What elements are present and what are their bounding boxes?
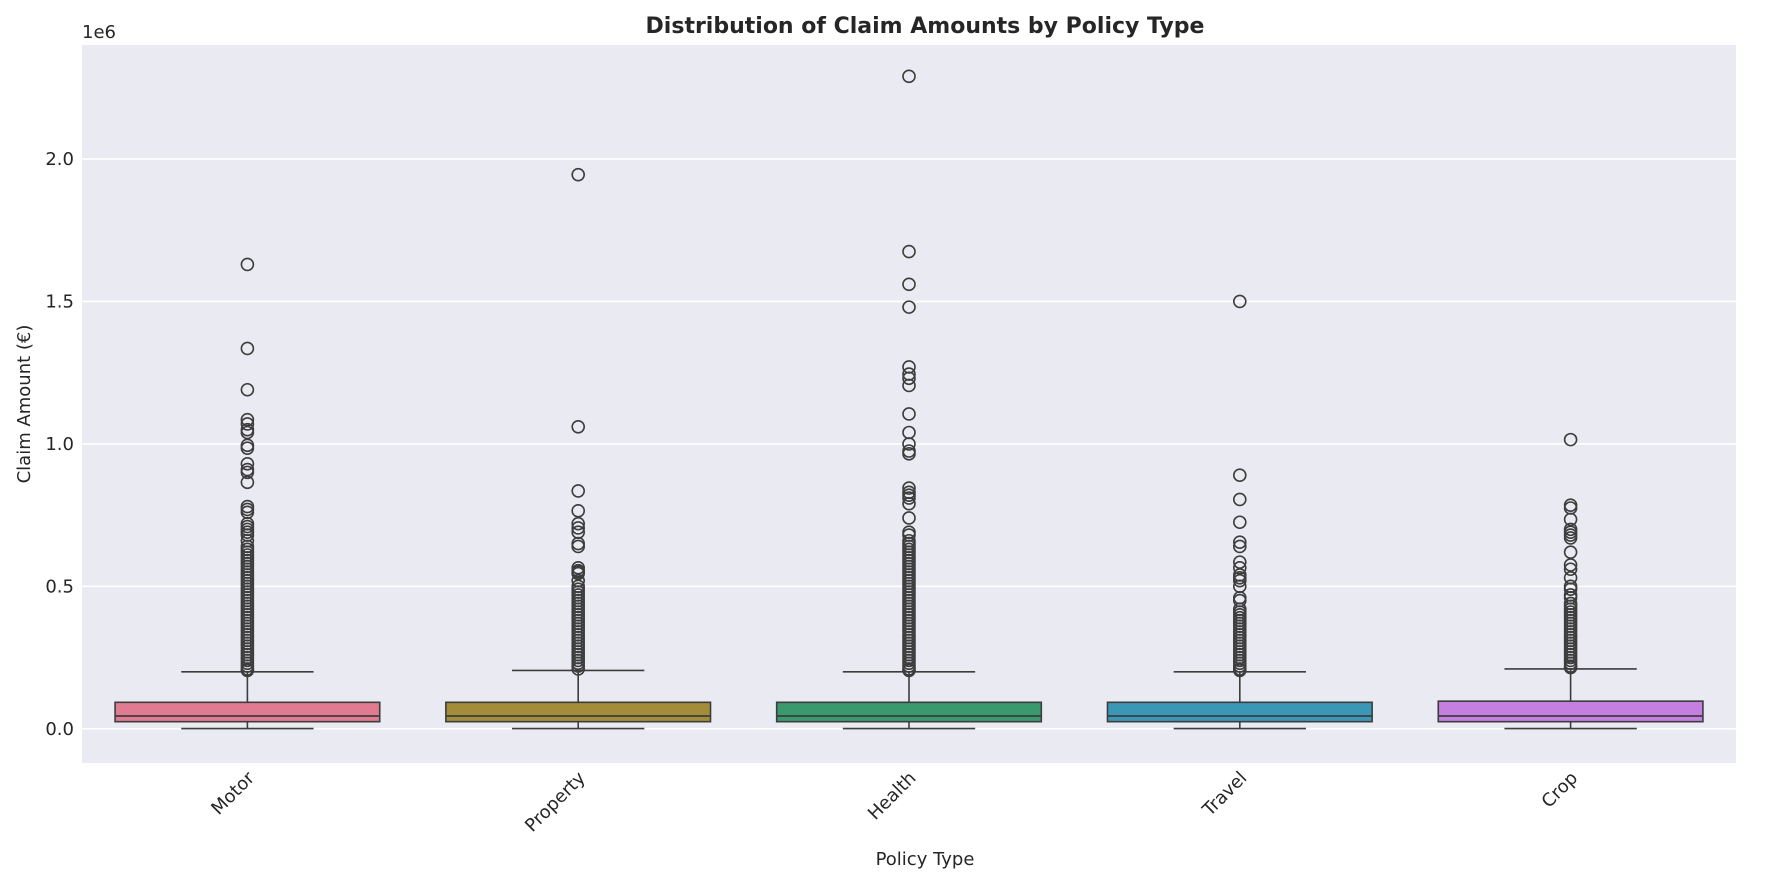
outlier-point bbox=[1563, 558, 1578, 572]
outlier-point bbox=[1233, 539, 1247, 554]
outlier-point bbox=[1233, 555, 1247, 569]
y-tick-labels: 0.0 0.5 1.0 1.5 2.0 bbox=[45, 149, 74, 740]
y-tick-label: 1.5 bbox=[45, 291, 74, 312]
box bbox=[775, 701, 1043, 723]
y-tick-label: 0.0 bbox=[45, 719, 74, 740]
y-tick-label: 0.5 bbox=[45, 576, 74, 597]
chart-title: Distribution of Claim Amounts by Policy … bbox=[646, 14, 1205, 39]
outlier-point bbox=[1233, 663, 1247, 678]
outlier-point bbox=[1563, 545, 1578, 559]
box-group-motor bbox=[114, 257, 381, 730]
outlier-point bbox=[1563, 432, 1578, 447]
outlier-point bbox=[571, 539, 586, 554]
outlier-point bbox=[240, 412, 255, 427]
outlier-point bbox=[902, 378, 916, 393]
x-axis-label: Policy Type bbox=[876, 849, 975, 870]
outlier-point bbox=[571, 566, 586, 581]
box-group-crop bbox=[1437, 432, 1704, 730]
outlier-point bbox=[240, 425, 255, 440]
outlier-point bbox=[902, 437, 916, 451]
outlier-point bbox=[571, 484, 586, 498]
box-group-property bbox=[445, 167, 712, 730]
outlier-point bbox=[571, 167, 586, 182]
outlier-point bbox=[240, 257, 255, 272]
outlier-point bbox=[902, 277, 916, 292]
outlier-point bbox=[902, 69, 916, 84]
outlier-point bbox=[240, 457, 255, 471]
outlier-point bbox=[902, 371, 916, 386]
outlier-point bbox=[1233, 492, 1247, 507]
outlier-point bbox=[902, 663, 916, 678]
x-tick-label: Travel bbox=[1198, 768, 1251, 821]
outlier-point bbox=[571, 419, 586, 434]
outlier-point bbox=[1563, 562, 1578, 577]
x-tick-label: Health bbox=[864, 768, 921, 825]
outlier-point bbox=[571, 521, 586, 535]
outlier-point bbox=[902, 407, 916, 421]
outlier-point bbox=[1563, 660, 1578, 675]
outlier-point bbox=[240, 441, 255, 455]
y-offset-label: 1e6 bbox=[82, 22, 116, 43]
y-tick-label: 2.0 bbox=[45, 149, 74, 170]
outlier-point bbox=[240, 417, 255, 431]
outlier-point bbox=[902, 496, 916, 511]
outlier-point bbox=[902, 511, 916, 525]
y-tick-label: 1.0 bbox=[45, 434, 74, 455]
outlier-point bbox=[902, 300, 916, 314]
outlier-point bbox=[902, 244, 916, 259]
outlier-point bbox=[571, 516, 586, 531]
boxes bbox=[114, 69, 1704, 730]
box-group-travel bbox=[1106, 294, 1373, 730]
outlier-point bbox=[1233, 468, 1247, 483]
outlier-point bbox=[1563, 512, 1578, 527]
outlier-point bbox=[240, 663, 255, 678]
outlier-point bbox=[1233, 561, 1247, 575]
x-tick-label: Motor bbox=[207, 767, 259, 819]
outlier-point bbox=[1563, 582, 1578, 596]
outlier-point bbox=[902, 481, 916, 495]
box bbox=[114, 701, 381, 723]
outlier-point bbox=[902, 447, 916, 461]
outlier-point bbox=[1233, 535, 1247, 549]
box bbox=[1437, 700, 1704, 723]
outlier-point bbox=[1233, 573, 1247, 588]
box bbox=[445, 701, 712, 723]
y-axis-label: Claim Amount (€) bbox=[14, 325, 35, 484]
x-tick-label: Crop bbox=[1538, 768, 1583, 813]
outlier-point bbox=[1233, 294, 1247, 309]
outlier-point bbox=[240, 465, 255, 480]
outlier-point bbox=[1233, 515, 1247, 530]
outlier-point bbox=[240, 382, 255, 397]
box bbox=[1106, 701, 1373, 723]
x-tick-label: Property bbox=[521, 767, 590, 836]
outlier-point bbox=[902, 491, 916, 505]
outlier-point bbox=[571, 662, 586, 676]
x-tick-labels: Motor Property Health Travel Crop bbox=[207, 767, 1582, 836]
box-group-health bbox=[775, 69, 1043, 730]
outlier-point bbox=[240, 475, 255, 490]
outlier-point bbox=[1563, 531, 1578, 545]
outlier-point bbox=[571, 504, 586, 518]
outlier-point bbox=[240, 341, 255, 356]
